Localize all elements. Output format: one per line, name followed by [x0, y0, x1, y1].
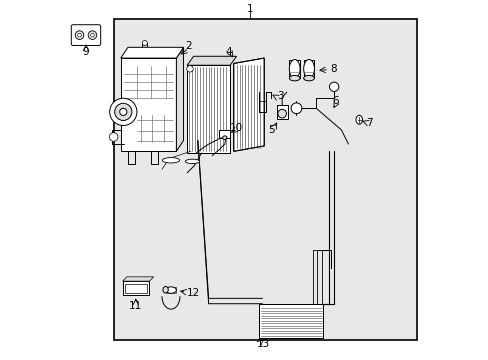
Circle shape	[290, 103, 301, 114]
Text: 11: 11	[129, 301, 142, 311]
Text: 10: 10	[229, 123, 243, 133]
Circle shape	[277, 109, 286, 118]
FancyBboxPatch shape	[71, 25, 101, 45]
Text: 7: 7	[365, 118, 371, 128]
Text: 3: 3	[276, 91, 283, 101]
Circle shape	[88, 31, 97, 40]
Circle shape	[329, 82, 338, 91]
Bar	[219, 130, 230, 138]
Polygon shape	[176, 47, 183, 151]
Ellipse shape	[289, 59, 300, 78]
Ellipse shape	[163, 287, 168, 293]
Circle shape	[90, 33, 94, 37]
Ellipse shape	[165, 287, 176, 293]
Text: 9: 9	[82, 46, 89, 57]
Bar	[187, 65, 230, 153]
Circle shape	[186, 66, 193, 72]
Text: 4: 4	[224, 46, 231, 57]
Ellipse shape	[303, 59, 314, 78]
Polygon shape	[187, 56, 236, 65]
Ellipse shape	[162, 158, 179, 163]
Text: 12: 12	[187, 288, 200, 298]
Ellipse shape	[185, 159, 199, 163]
Bar	[289, 59, 300, 78]
Circle shape	[142, 41, 147, 45]
Ellipse shape	[303, 76, 314, 81]
Ellipse shape	[355, 115, 362, 124]
Circle shape	[120, 108, 126, 116]
Bar	[187, 65, 230, 153]
Text: 5: 5	[267, 125, 274, 135]
Ellipse shape	[222, 136, 226, 139]
Circle shape	[75, 31, 83, 40]
Bar	[258, 304, 323, 338]
Bar	[113, 19, 416, 339]
Circle shape	[109, 133, 118, 141]
Polygon shape	[122, 277, 153, 281]
Bar	[122, 281, 149, 296]
Text: 6: 6	[332, 96, 339, 106]
Bar	[258, 304, 323, 338]
Text: 8: 8	[330, 64, 337, 74]
Polygon shape	[233, 58, 264, 151]
Circle shape	[109, 98, 137, 126]
Bar	[303, 59, 314, 78]
Circle shape	[115, 103, 132, 121]
Text: 13: 13	[257, 339, 270, 349]
Text: 2: 2	[185, 41, 192, 50]
Bar	[276, 105, 287, 119]
Bar	[165, 287, 176, 293]
Polygon shape	[121, 58, 176, 151]
Circle shape	[78, 33, 81, 37]
Bar	[125, 284, 146, 293]
Polygon shape	[121, 47, 183, 58]
Text: 1: 1	[246, 4, 253, 14]
Ellipse shape	[289, 76, 300, 81]
